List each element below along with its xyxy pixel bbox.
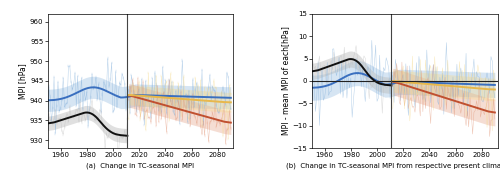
Y-axis label: MPI [hPa]: MPI [hPa]	[18, 63, 27, 99]
Y-axis label: MPI - mean MPI of each[hPa]: MPI - mean MPI of each[hPa]	[280, 27, 289, 135]
X-axis label: (a)  Change in TC-seasonal MPI: (a) Change in TC-seasonal MPI	[86, 163, 194, 169]
X-axis label: (b)  Change in TC-seasonal MPI from respective present climatology: (b) Change in TC-seasonal MPI from respe…	[286, 163, 500, 169]
